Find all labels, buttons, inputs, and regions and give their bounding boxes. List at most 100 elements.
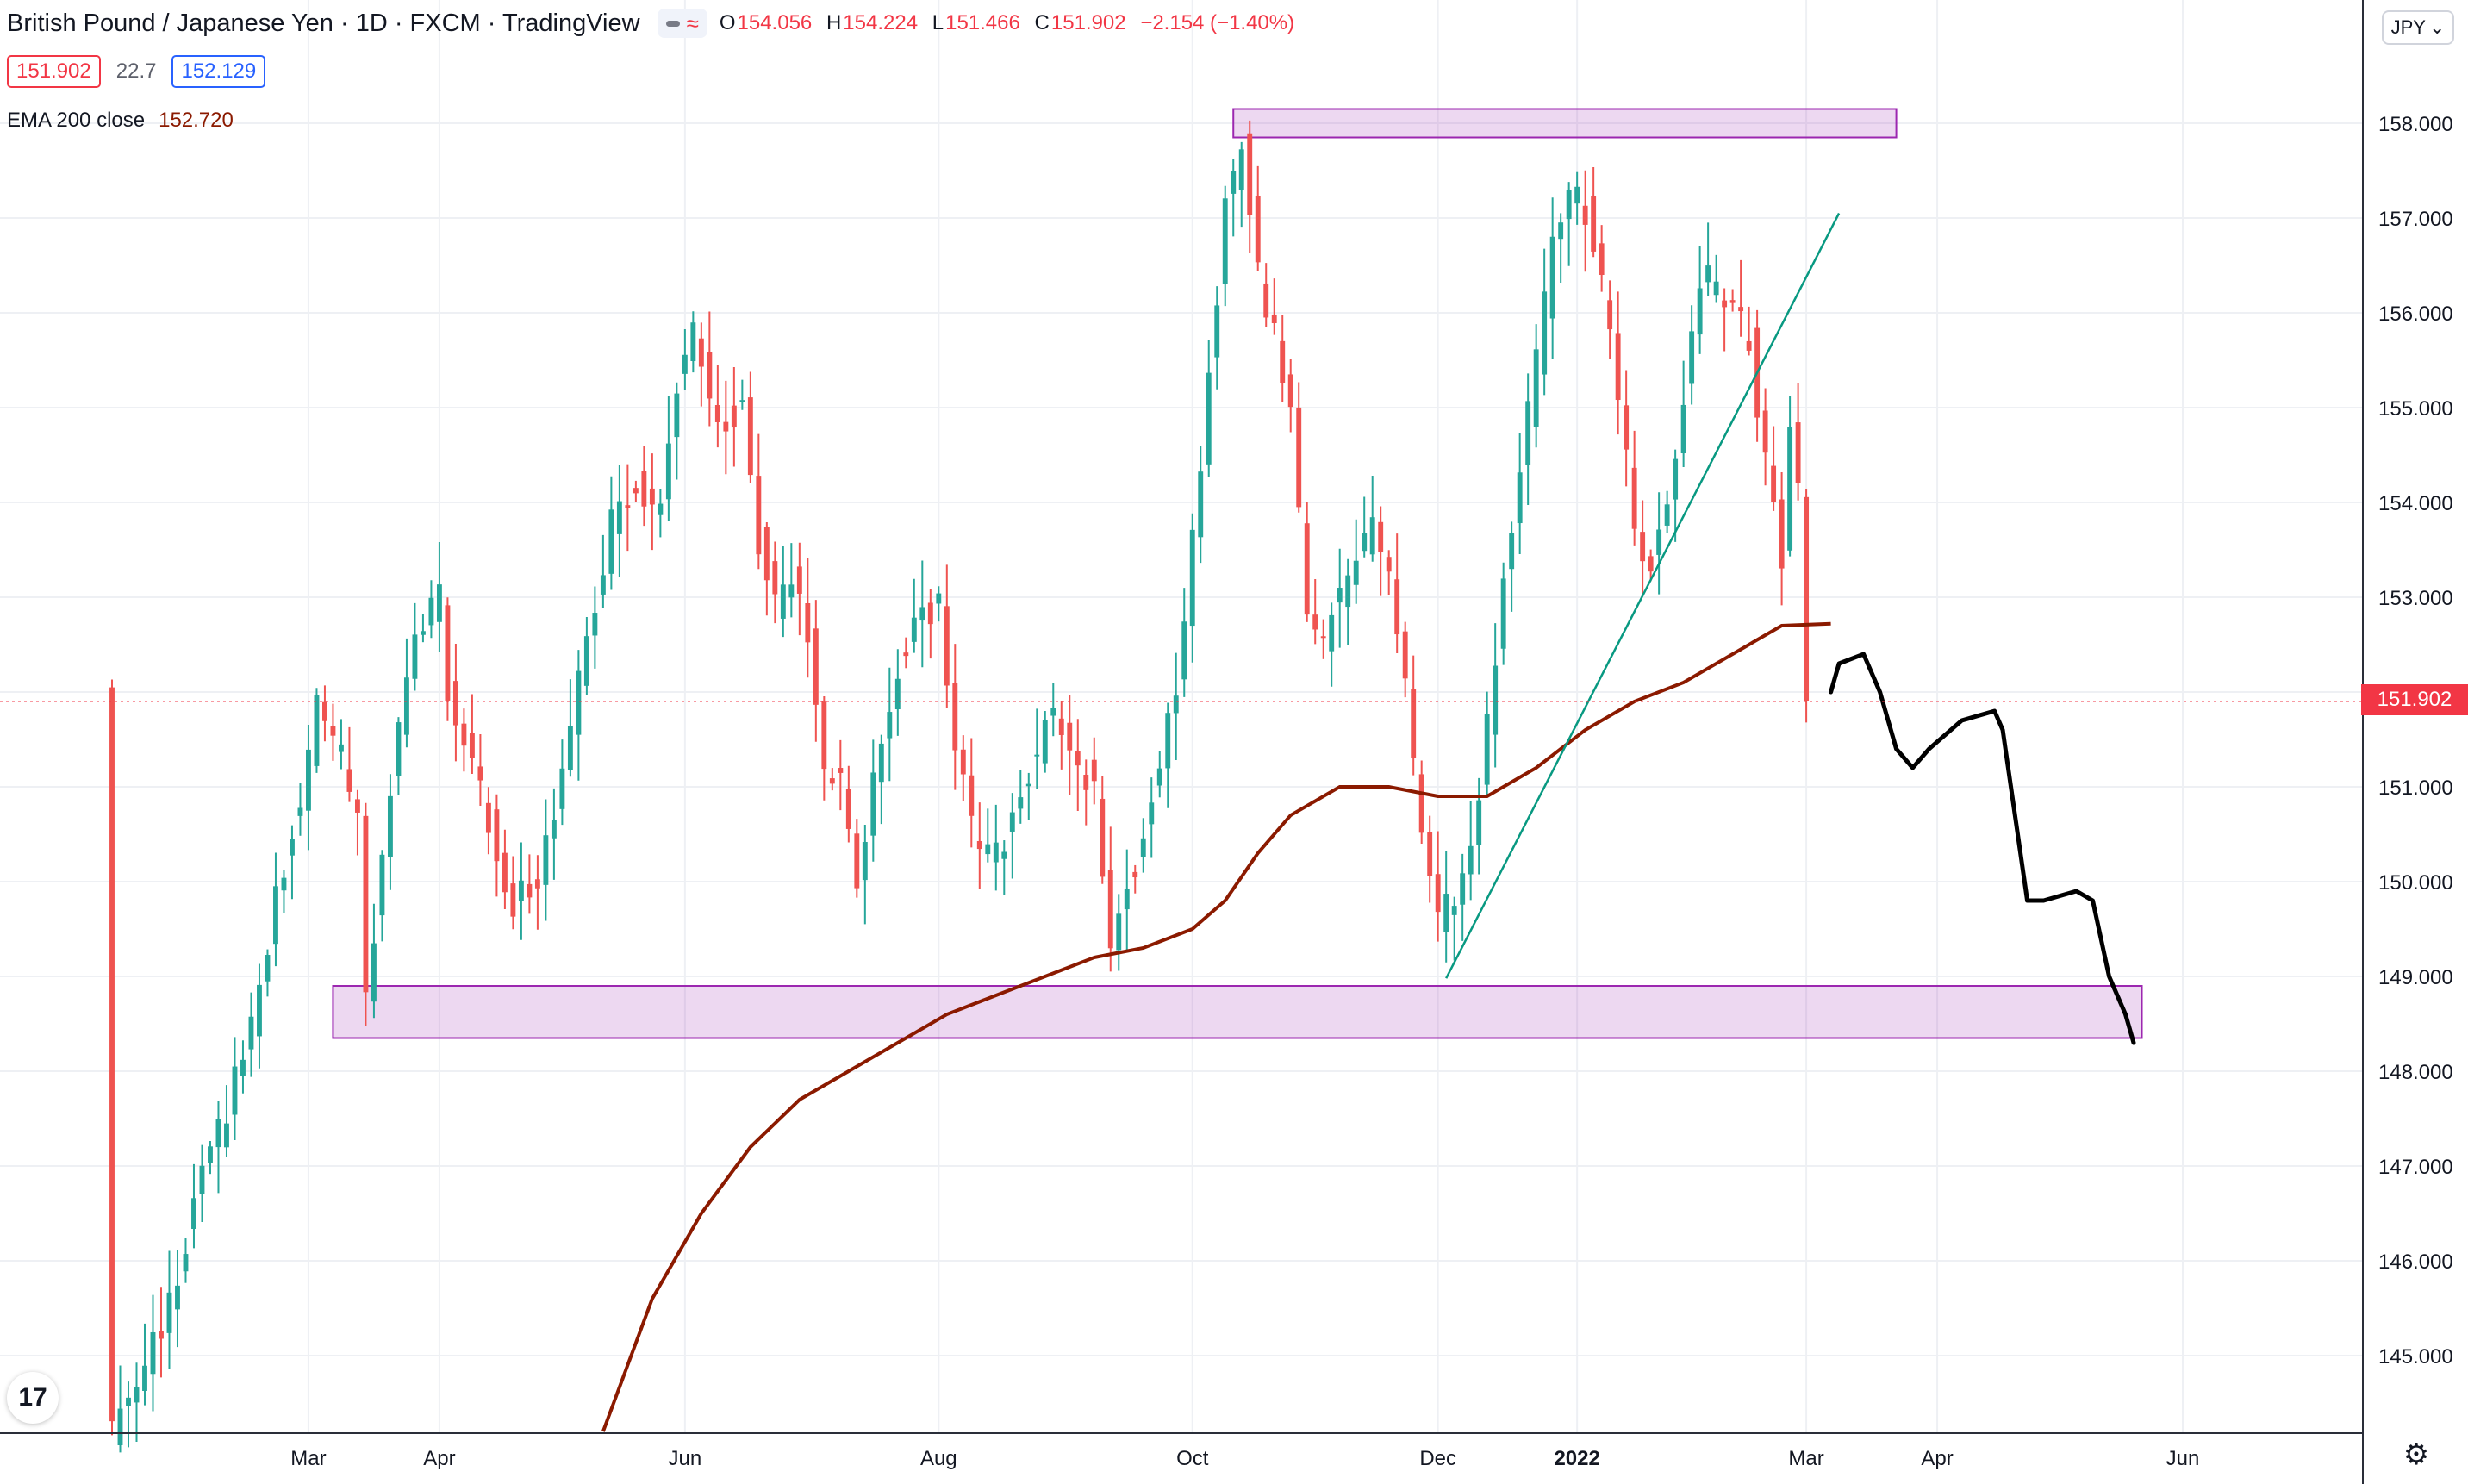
spread-value: 22.7 — [115, 59, 157, 83]
candle-body — [1697, 288, 1703, 335]
candle-body — [1738, 307, 1744, 312]
candle-body — [1558, 222, 1564, 240]
candle-body — [1124, 889, 1130, 910]
candle-body — [1280, 340, 1286, 383]
price-axis-tick: 146.000 — [2378, 1250, 2453, 1274]
candle-body — [518, 880, 524, 901]
candle-body — [838, 768, 844, 773]
candle-body — [658, 503, 664, 515]
candle-body — [191, 1198, 196, 1230]
candle-body — [1542, 291, 1548, 375]
candle-body — [1624, 405, 1630, 450]
candle-body — [1271, 314, 1277, 324]
chevron-down-icon: ⌄ — [2428, 16, 2446, 38]
candle-body — [1500, 578, 1506, 649]
ohlc-values: O154.056 H154.224 L151.466 C151.902 −2.1… — [719, 11, 1295, 34]
gear-icon[interactable]: ⚙ — [2403, 1438, 2430, 1471]
time-axis-tick: Dec — [1419, 1447, 1456, 1470]
candle-body — [1189, 529, 1195, 627]
candle-body — [821, 701, 827, 770]
candle-body — [1304, 523, 1310, 615]
candle-body — [665, 443, 671, 500]
candle-body — [1394, 579, 1400, 635]
candle-body — [1247, 133, 1253, 215]
candle-body — [1460, 873, 1466, 905]
indicator-label: EMA 200 close — [7, 109, 146, 132]
candle-body — [1214, 305, 1220, 358]
candle-body — [633, 488, 639, 494]
quote-row: 151.902 22.7 152.129 — [7, 55, 266, 88]
candle-body — [510, 883, 516, 917]
candle-body — [412, 634, 418, 679]
candle-body — [1312, 614, 1318, 630]
candle-body — [993, 842, 999, 863]
price-axis-tick: 156.000 — [2378, 302, 2453, 326]
projection-polyline — [1829, 652, 2136, 1045]
candle-body — [903, 652, 909, 657]
candle-body — [485, 802, 491, 833]
price-axis-tick: 155.000 — [2378, 397, 2453, 421]
buy-price-button[interactable]: 152.129 — [171, 55, 266, 88]
candle-body — [273, 886, 278, 945]
indicator-legend[interactable]: EMA 200 close 152.720 — [7, 109, 234, 133]
candle-body — [1493, 665, 1499, 735]
tradingview-logo-icon[interactable]: 17 — [7, 1372, 59, 1424]
candles — [109, 120, 1810, 1453]
candle-body — [1100, 798, 1106, 877]
time-axis-tick: Apr — [1921, 1447, 1953, 1470]
candle-body — [845, 789, 851, 829]
candle-body — [527, 883, 533, 898]
candle-body — [1746, 340, 1752, 351]
sell-price-button[interactable]: 151.902 — [7, 55, 101, 88]
candle-body — [567, 726, 573, 770]
price-axis-labels: 158.000 157.000 156.000 155.000 154.000 153.0… — [2378, 113, 2453, 1369]
candle-body — [1762, 410, 1768, 453]
candle-body — [944, 606, 950, 686]
candle-body — [1402, 631, 1408, 679]
candle-body — [805, 603, 811, 643]
candle-body — [1443, 894, 1449, 932]
time-axis-tick: Jun — [2166, 1447, 2200, 1470]
candle-body — [339, 744, 344, 752]
candle-body — [829, 778, 835, 784]
price-axis-tick: 149.000 — [2378, 966, 2453, 989]
price-axis-tick: 157.000 — [2378, 208, 2453, 231]
candle-body — [1509, 533, 1515, 570]
price-zone — [1232, 108, 1898, 139]
legend-toggle[interactable]: ≈ — [657, 9, 707, 38]
candle-body — [1362, 533, 1368, 552]
candle-body — [1722, 300, 1728, 308]
currency-selector[interactable]: JPY ⌄ — [2382, 10, 2454, 45]
currency-label: JPY — [2390, 16, 2426, 38]
candle-body — [1042, 720, 1048, 764]
candle-body — [1673, 458, 1679, 500]
candle-body — [625, 505, 631, 508]
candle-body — [592, 613, 598, 636]
candle-body — [780, 584, 786, 619]
candle-body — [641, 471, 647, 507]
candle-body — [1058, 718, 1064, 735]
candle-body — [208, 1146, 213, 1163]
candle-body — [1001, 851, 1007, 859]
ema-200-line — [601, 621, 1831, 1432]
candle-body — [1067, 722, 1073, 751]
candle-body — [387, 795, 393, 857]
candle-body — [1025, 783, 1031, 787]
candle-body — [142, 1365, 147, 1391]
candle-body — [551, 820, 557, 839]
candle-body — [1411, 689, 1417, 758]
candle-body — [297, 807, 303, 816]
price-axis-tick: 148.000 — [2378, 1061, 2453, 1084]
time-axis-tick: Mar — [1788, 1447, 1823, 1470]
symbol-title[interactable]: British Pound / Japanese Yen · 1D · FXCM… — [7, 9, 640, 37]
candle-body — [1156, 768, 1162, 786]
candle-body — [215, 1119, 221, 1148]
price-axis-tick: 154.000 — [2378, 492, 2453, 515]
candle-body — [1476, 800, 1482, 845]
candle-body — [1222, 198, 1228, 284]
candle-body — [1680, 404, 1686, 454]
price-axis-tick: 150.000 — [2378, 871, 2453, 895]
trendline-segment — [1445, 212, 1841, 979]
candle-body — [175, 1285, 180, 1310]
